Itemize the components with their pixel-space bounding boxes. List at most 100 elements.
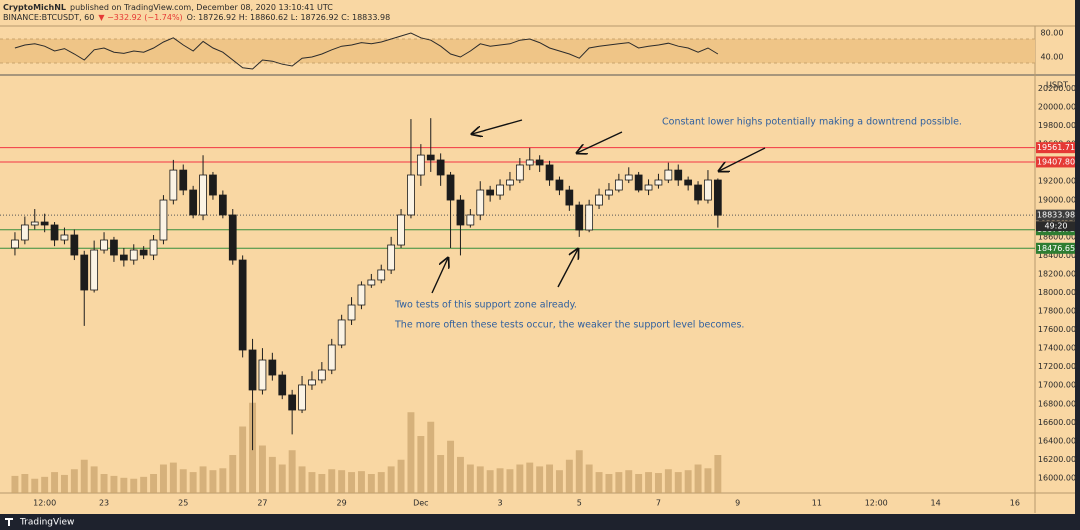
volume-bar <box>11 475 19 493</box>
candle-body <box>189 189 198 216</box>
volume-bar <box>486 470 494 493</box>
candle-body <box>337 319 346 346</box>
candle-body <box>139 249 148 256</box>
countdown-label: 49:20 <box>1044 222 1067 231</box>
candle-body <box>555 179 564 191</box>
volume-bar <box>456 456 464 493</box>
candle-body <box>119 254 128 261</box>
volume-bar <box>110 475 118 493</box>
arrow <box>577 131 623 153</box>
volume-bar <box>546 464 554 493</box>
x-tick-label: 5 <box>577 499 582 508</box>
rsi-band <box>0 38 1035 63</box>
volume-bar <box>258 445 266 493</box>
volume-bar <box>357 471 365 493</box>
rsi-tick-label: 80.00 <box>1041 28 1064 37</box>
volume-bar <box>348 472 356 493</box>
volume-bar <box>328 469 336 493</box>
volume-bar <box>555 470 563 493</box>
volume-bar <box>536 466 544 493</box>
volume-bar <box>288 450 296 493</box>
level-box <box>1036 156 1075 168</box>
candle-body <box>486 189 495 196</box>
arrow <box>472 119 523 134</box>
annotation: The more often these tests occur, the we… <box>394 320 744 331</box>
candle-body <box>595 194 603 206</box>
volume-bar <box>684 470 692 493</box>
volume-bar <box>219 468 227 493</box>
x-tick-label: 29 <box>337 499 347 508</box>
volume-bar <box>120 477 128 493</box>
brand[interactable]: TradingView <box>19 518 74 528</box>
candle-body <box>199 174 207 216</box>
y-tick-label: 17800.00 <box>1038 307 1076 316</box>
arrow <box>431 258 448 294</box>
ohlc: O: 18726.92 H: 18860.62 L: 18726.92 C: 1… <box>187 13 390 22</box>
arrow <box>719 147 766 171</box>
volume-bar <box>308 472 316 493</box>
volume-bar <box>229 455 237 493</box>
level-label: 19561.71 <box>1037 143 1075 152</box>
y-tick-label: 19800.00 <box>1038 121 1076 130</box>
volume-bar <box>318 474 326 493</box>
volume-bar <box>209 470 217 493</box>
candle-body <box>110 239 118 256</box>
y-tick-label: 16400.00 <box>1038 436 1076 445</box>
candle-body <box>545 164 554 181</box>
x-tick-label: 12:00 <box>865 499 888 508</box>
brand-icon <box>5 518 13 526</box>
candle-body <box>614 179 623 191</box>
y-tick-label: 18400.00 <box>1038 251 1076 260</box>
candle-body <box>397 214 405 246</box>
candle-body <box>179 169 188 191</box>
volume-bar <box>100 474 108 493</box>
y-tick-label: 16800.00 <box>1038 399 1076 408</box>
candle-body <box>209 174 217 196</box>
volume-bar <box>189 472 197 493</box>
y-tick-label: 20000.00 <box>1038 103 1076 112</box>
volume-bar <box>585 464 593 493</box>
candle-body <box>100 239 108 251</box>
x-tick-label: 14 <box>931 499 941 508</box>
candle-body <box>605 189 613 196</box>
candle-body <box>228 214 237 261</box>
change: ▼ −332.92 (−1.74%) <box>98 13 182 22</box>
candle-body <box>496 184 504 196</box>
volume-bar <box>169 462 177 493</box>
volume-bar <box>714 455 722 493</box>
y-tick-label: 19200.00 <box>1038 177 1076 186</box>
candle-body <box>248 349 257 391</box>
x-tick-label: 12:00 <box>33 499 56 508</box>
candle-body <box>268 359 277 376</box>
x-tick-label: 3 <box>498 499 503 508</box>
candle-body <box>367 279 376 286</box>
candle-body <box>704 179 712 201</box>
y-tick-label: 19000.00 <box>1038 195 1076 204</box>
candle-body <box>466 214 475 226</box>
candle-body <box>288 394 297 411</box>
volume-bar <box>51 472 59 493</box>
volume-bar <box>268 456 276 493</box>
volume-bar <box>635 474 643 493</box>
y-tick-label: 16600.00 <box>1038 418 1076 427</box>
candle-body <box>357 284 366 306</box>
y-tick-label: 17600.00 <box>1038 325 1076 334</box>
candle-body <box>20 224 29 241</box>
candle-body <box>298 384 306 411</box>
footer-bar <box>0 514 1080 530</box>
x-tick-label: 16 <box>1010 499 1020 508</box>
candle-body <box>575 204 584 231</box>
countdown-box <box>1036 221 1075 232</box>
candle-body <box>416 154 425 176</box>
volume-bar <box>150 474 158 493</box>
x-tick-label: 27 <box>257 499 267 508</box>
candle-body <box>674 169 683 181</box>
arrow <box>557 249 578 288</box>
volume-bar <box>575 450 583 493</box>
candle-body <box>218 194 227 216</box>
volume-bar <box>704 468 712 493</box>
x-tick-label: 11 <box>812 499 822 508</box>
price-box <box>1036 209 1075 221</box>
